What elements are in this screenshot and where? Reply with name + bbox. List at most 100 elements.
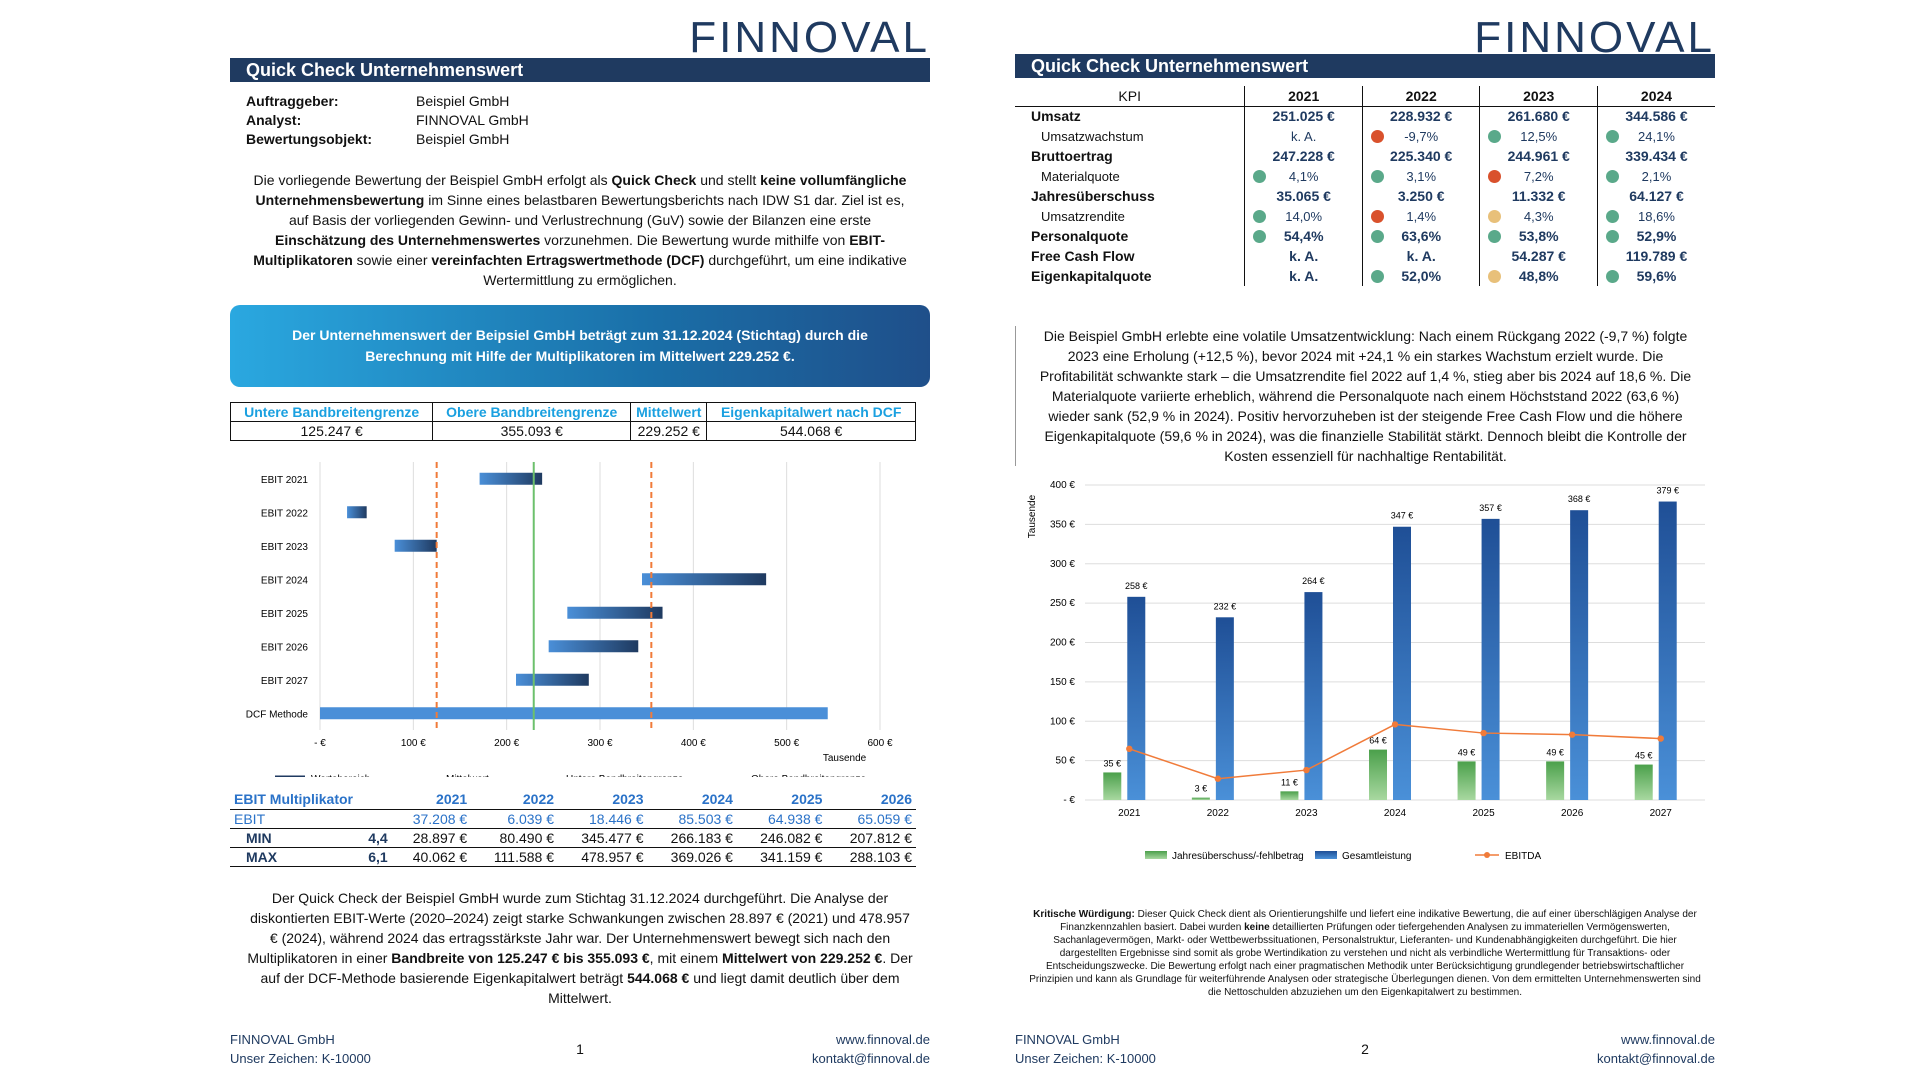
kpi-value: 64.127 € (1629, 188, 1684, 204)
kpi-value-cell: 18,6% (1596, 206, 1715, 226)
revenue-chart: - € 50 € 100 € 150 € 200 € 250 € 300 € 350 € 400… (1027, 480, 1705, 862)
legend-label: Untere Bandbreitengrenze (566, 774, 684, 777)
mult-max-cell: MAX (230, 847, 336, 867)
data-label: 3 € (1195, 784, 1208, 794)
kpi-value: 1,4% (1406, 209, 1437, 224)
legend-label: Jahresüberschuss/-fehlbetrag (1172, 851, 1304, 862)
kpi-value-cell: 54.287 € (1479, 246, 1598, 266)
legend-label: Mittelwert (446, 774, 489, 777)
kpi-value-cell: 228.932 € (1361, 106, 1480, 126)
x-tick-label: 400 € (681, 738, 706, 749)
mult-ebit-cell: 85.503 € (647, 809, 737, 829)
kpi-value: k. A. (1406, 248, 1436, 264)
data-label: 35 € (1104, 758, 1122, 768)
gesamtleistung-bar (1658, 501, 1677, 800)
mult-min-cell: 207.812 € (826, 828, 916, 848)
footer-web-link[interactable]: www.finnoval.de (836, 1032, 930, 1047)
mult-header: 2021 (391, 790, 472, 810)
legend-label: Gesamtleistung (1342, 851, 1411, 862)
range-bar (320, 707, 828, 720)
kpi-value-cell: 261.680 € (1479, 106, 1598, 126)
kpi-value: k. A. (1291, 129, 1317, 144)
mult-header: 2022 (471, 790, 559, 810)
kpi-value: 63,6% (1401, 228, 1442, 244)
jahresueberschuss-bar (1191, 797, 1210, 800)
ebitda-point (1657, 735, 1664, 742)
text-run: im Sinne eines belastbaren Bewertungsber… (288, 192, 905, 228)
data-label: 357 € (1479, 503, 1502, 513)
kpi-value: 18,6% (1638, 209, 1675, 224)
text-run: Quick Check (611, 172, 697, 188)
kpi-header: 2024 (1596, 86, 1715, 107)
critique-keine: keine (1244, 922, 1270, 933)
x-tick-label: 2027 (1650, 808, 1673, 819)
kpi-value-cell: 24,1% (1596, 126, 1715, 146)
status-dot-icon (1370, 270, 1384, 283)
data-label: 379 € (1656, 486, 1679, 496)
legend-marker (1484, 852, 1490, 858)
status-dot-icon (1488, 230, 1502, 243)
data-label: 232 € (1214, 601, 1237, 611)
legend-label: Obere Bandbreitengrenze (751, 774, 867, 777)
meta-value: Beispiel GmbH (416, 93, 510, 109)
kpi-value-cell: 48,8% (1479, 266, 1598, 286)
text-run: , mit einem (649, 950, 723, 966)
kpi-value: 3.250 € (1397, 188, 1445, 204)
finnoval-logo: FINNOVAL (1475, 13, 1712, 60)
text-run: 544.068 € (627, 970, 690, 986)
mult-min-cell: 266.183 € (647, 828, 737, 848)
result-callout: Der Unternehmenswert der Beipsiel GmbH b… (230, 305, 930, 387)
footer: FINNOVAL GmbH Unser Zeichen: K-10000 2 ww… (1015, 1030, 1715, 1070)
mult-min-cell: 80.490 € (471, 828, 559, 848)
legend-swatch (1315, 851, 1337, 859)
kpi-value-cell: 52,9% (1596, 226, 1715, 246)
text-run: und stellt (696, 172, 761, 188)
kpi-value: 344.586 € (1625, 108, 1688, 125)
mult-ebit-cell: 65.059 € (826, 809, 916, 829)
text-run: . Der auf der DCF-Methode basierende Eig… (260, 950, 913, 986)
range-bar (548, 640, 639, 653)
kpi-value: 35.065 € (1276, 188, 1331, 204)
x-tick-label: 2021 (1118, 808, 1141, 819)
kpi-value-cell: 3.250 € (1361, 186, 1480, 206)
kpi-value-cell: 12,5% (1479, 126, 1598, 146)
kpi-label: Jahresüberschuss (1031, 188, 1155, 204)
footer-mail-link[interactable]: kontakt@finnoval.de (1597, 1051, 1715, 1066)
text-run: vorzunehmen. Die Bewertung wurde mithilf… (540, 232, 850, 248)
multiplier-table: EBIT Multiplikator 2021 2022 2023 2024 2025 20… (230, 790, 916, 867)
range-bar (567, 606, 663, 619)
x-tick-label: 2025 (1472, 808, 1495, 819)
meta-key: Analyst: (246, 112, 302, 128)
kpi-value-cell: 225.340 € (1361, 146, 1480, 166)
kpi-value-cell: -9,7% (1361, 126, 1480, 146)
ebitda-point (1391, 721, 1399, 728)
text-run: und liegt damit deutlich über dem Mittel… (548, 970, 900, 1006)
status-dot-icon (1488, 130, 1502, 143)
mult-max-cell: 369.026 € (647, 847, 737, 867)
footer-web-link[interactable]: www.finnoval.de (1621, 1032, 1715, 1047)
kpi-value-cell: 14,0% (1244, 206, 1363, 226)
x-unit-label: Tausende (823, 753, 867, 764)
kpi-value: 11.332 € (1511, 188, 1566, 204)
kpi-value: 48,8% (1518, 268, 1559, 284)
kpi-value-cell: 35.065 € (1244, 186, 1363, 206)
bandwidth-header: Obere Bandbreitengrenze (432, 402, 632, 422)
status-dot-icon (1488, 170, 1502, 183)
kpi-header: KPI (1015, 86, 1245, 107)
kpi-value-cell: 2,1% (1596, 166, 1715, 186)
meta-key: Bewertungsobjekt: (246, 131, 373, 147)
text-run: Der Quick Check der Beispiel GmbH wurde … (247, 890, 910, 966)
summary-paragraph: Der Quick Check der Beispiel GmbH wurde … (230, 888, 930, 1008)
page-number: 1 (576, 1041, 584, 1057)
mult-ebit-cell: 64.938 € (736, 809, 827, 829)
mult-min-cell: MIN (230, 828, 336, 848)
status-dot-icon (1605, 130, 1619, 143)
kpi-value: 339.434 € (1625, 148, 1688, 164)
kpi-value: 4,3% (1523, 209, 1554, 224)
kpi-value: 3,1% (1406, 169, 1437, 184)
data-label: 11 € (1281, 777, 1298, 787)
footer-mail-link[interactable]: kontakt@finnoval.de (812, 1051, 930, 1066)
text-run: sowie einer (352, 252, 432, 268)
kpi-value-cell: 119.789 € (1596, 246, 1715, 266)
x-tick-label: 2022 (1207, 808, 1230, 819)
